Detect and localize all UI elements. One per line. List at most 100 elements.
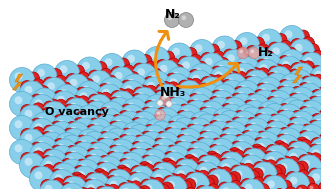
Circle shape <box>222 139 230 147</box>
Circle shape <box>195 44 203 52</box>
Circle shape <box>211 123 215 127</box>
Circle shape <box>66 178 70 182</box>
Circle shape <box>72 118 97 143</box>
Circle shape <box>178 128 191 140</box>
Circle shape <box>265 145 290 170</box>
Circle shape <box>199 101 224 126</box>
Circle shape <box>70 128 74 132</box>
Circle shape <box>150 123 158 131</box>
Circle shape <box>157 149 161 153</box>
Circle shape <box>298 131 311 143</box>
Circle shape <box>47 130 55 138</box>
Circle shape <box>169 95 182 108</box>
Circle shape <box>130 181 142 189</box>
Circle shape <box>80 157 92 170</box>
Circle shape <box>270 119 282 131</box>
Circle shape <box>202 136 210 144</box>
Circle shape <box>167 181 175 189</box>
Circle shape <box>210 46 213 50</box>
Circle shape <box>237 165 241 169</box>
Circle shape <box>162 108 166 112</box>
Circle shape <box>235 33 259 57</box>
Circle shape <box>185 187 197 189</box>
Circle shape <box>299 104 303 108</box>
Circle shape <box>311 66 321 78</box>
Circle shape <box>20 105 45 130</box>
Circle shape <box>204 106 213 114</box>
Circle shape <box>301 124 313 136</box>
Circle shape <box>156 140 160 144</box>
Circle shape <box>119 132 124 136</box>
Circle shape <box>147 98 160 111</box>
Circle shape <box>172 97 176 101</box>
Circle shape <box>280 98 305 122</box>
Circle shape <box>291 63 303 75</box>
Circle shape <box>247 170 259 182</box>
Circle shape <box>152 163 177 187</box>
Circle shape <box>267 108 275 116</box>
Circle shape <box>299 139 312 152</box>
Circle shape <box>313 92 317 96</box>
Circle shape <box>246 78 250 82</box>
Circle shape <box>288 174 292 178</box>
Circle shape <box>52 95 56 99</box>
Circle shape <box>189 78 202 91</box>
Circle shape <box>107 169 111 173</box>
Circle shape <box>167 125 179 138</box>
Circle shape <box>284 80 289 84</box>
Circle shape <box>290 111 315 136</box>
Circle shape <box>312 50 321 63</box>
Circle shape <box>137 166 141 170</box>
Circle shape <box>55 180 58 184</box>
Circle shape <box>267 132 275 140</box>
Circle shape <box>169 84 173 88</box>
Circle shape <box>255 39 258 43</box>
Circle shape <box>207 149 211 153</box>
Circle shape <box>160 129 172 142</box>
Circle shape <box>272 64 284 76</box>
Circle shape <box>299 77 321 101</box>
Circle shape <box>284 148 309 173</box>
Circle shape <box>202 177 214 189</box>
Circle shape <box>305 87 308 91</box>
Circle shape <box>167 133 175 141</box>
Circle shape <box>243 109 247 113</box>
Circle shape <box>262 155 266 159</box>
Circle shape <box>90 160 93 164</box>
Circle shape <box>247 87 251 91</box>
Circle shape <box>241 179 253 189</box>
Circle shape <box>122 50 147 75</box>
Circle shape <box>35 153 39 157</box>
Circle shape <box>45 185 53 189</box>
Circle shape <box>252 118 256 122</box>
Circle shape <box>222 112 234 125</box>
Circle shape <box>134 153 138 157</box>
Circle shape <box>212 126 220 134</box>
Circle shape <box>315 88 321 100</box>
Circle shape <box>291 87 303 99</box>
Circle shape <box>102 105 115 118</box>
Circle shape <box>70 120 82 132</box>
Circle shape <box>100 184 112 189</box>
Circle shape <box>290 63 315 88</box>
Circle shape <box>30 98 33 102</box>
Circle shape <box>267 138 271 142</box>
Circle shape <box>152 115 177 139</box>
Circle shape <box>255 63 258 67</box>
Circle shape <box>232 115 236 119</box>
Circle shape <box>297 30 309 43</box>
Circle shape <box>220 167 232 179</box>
Circle shape <box>87 118 91 122</box>
Circle shape <box>146 127 150 131</box>
Circle shape <box>296 137 308 149</box>
Circle shape <box>262 128 287 153</box>
Circle shape <box>255 84 280 108</box>
Circle shape <box>257 77 261 81</box>
Circle shape <box>131 118 143 130</box>
Circle shape <box>150 99 158 107</box>
Circle shape <box>123 106 127 110</box>
Circle shape <box>93 145 106 157</box>
Circle shape <box>144 153 157 165</box>
Circle shape <box>305 131 308 135</box>
Circle shape <box>164 93 166 95</box>
